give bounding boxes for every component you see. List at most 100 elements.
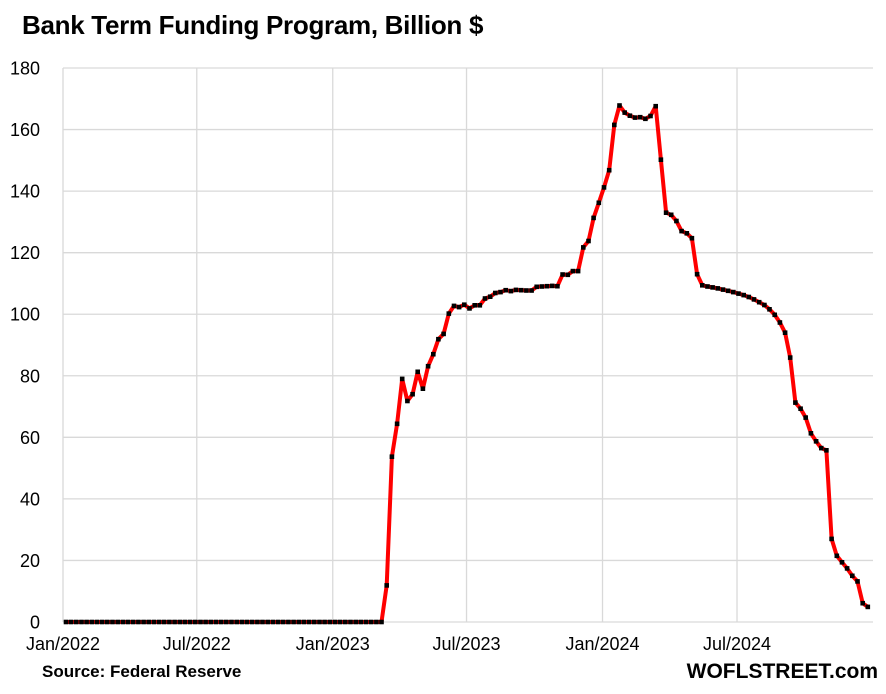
data-point-marker [756,299,762,305]
data-point-marker [601,185,607,190]
data-point-marker [591,215,596,221]
data-point-marker [156,619,162,625]
data-point-marker [296,619,302,625]
data-point-marker [824,448,829,453]
data-point-marker [249,619,255,625]
data-point-marker [467,306,472,311]
data-point-marker [327,619,333,625]
data-point-marker [379,619,384,625]
watermark: WOFLSTREET.com [686,660,878,683]
data-point-marker [689,235,695,241]
data-point-marker [425,363,431,369]
data-point-marker [772,312,777,318]
data-point-marker [332,619,338,625]
data-point-marker [79,619,84,625]
data-point-marker [539,284,545,289]
data-point-marker [663,210,669,215]
data-point-marker [762,302,767,308]
data-point-marker [720,287,726,292]
data-point-marker [94,619,100,625]
data-point-marker [353,619,358,625]
data-point-marker [472,303,477,308]
x-tick-label: Jul/2024 [703,634,771,654]
data-point-marker [99,619,105,625]
x-tick-label: Jan/2024 [565,634,639,654]
data-point-marker [503,287,508,293]
data-point-marker [700,283,705,288]
data-point-marker [203,619,208,625]
data-point-marker [136,619,141,625]
data-point-marker [746,294,752,300]
data-point-marker [529,288,534,293]
data-point-marker [193,619,198,625]
data-point-marker [513,287,519,293]
data-point-marker [343,619,348,625]
data-point-marker [374,619,379,625]
data-point-marker [694,271,700,277]
data-point-marker [612,122,617,128]
data-point-marker [84,619,89,625]
data-point-marker [130,619,136,625]
data-point-marker [436,336,441,342]
data-point-marker [829,536,834,542]
data-point-marker [710,285,715,290]
data-point-marker [632,115,638,120]
data-point-marker [524,288,529,293]
data-point-marker [456,304,462,310]
data-point-marker [198,619,203,625]
data-point-marker [405,398,410,404]
data-point-marker [399,376,405,382]
data-point-marker [270,619,276,625]
data-point-marker [363,619,369,625]
data-point-marker [89,619,95,625]
data-point-marker [658,157,664,162]
x-tick-label: Jul/2022 [163,634,231,654]
data-point-marker [850,573,855,579]
x-tick-label: Jan/2023 [296,634,370,654]
data-point-marker [280,619,286,625]
data-point-marker [534,284,539,290]
y-tick-label: 120 [10,243,40,263]
data-point-marker [317,619,322,625]
x-tick-label: Jul/2023 [432,634,500,654]
data-point-marker [415,369,420,375]
data-point-marker [637,114,643,120]
data-point-marker [286,619,291,625]
data-point-marker [410,391,415,397]
data-point-marker [617,103,622,108]
y-tick-label: 160 [10,120,40,140]
data-point-marker [63,619,69,625]
data-point-marker [570,268,576,274]
data-point-marker [213,619,219,625]
data-point-marker [808,431,814,436]
y-tick-label: 40 [20,489,40,509]
data-point-marker [736,291,741,296]
data-point-marker [141,619,146,625]
data-point-marker [839,560,845,565]
data-point-marker [834,553,840,559]
data-point-marker [394,421,400,427]
data-point-marker [782,330,788,335]
data-point-marker [668,212,674,218]
data-point-marker [586,238,591,244]
data-point-marker [306,619,312,625]
data-point-marker [125,619,131,625]
data-point-marker [575,268,581,274]
x-tick-label: Jan/2022 [26,634,100,654]
data-point-marker [384,583,389,588]
data-point-marker [819,445,824,451]
data-point-marker [606,167,612,173]
y-tick-label: 140 [10,182,40,202]
y-tick-label: 180 [10,59,40,79]
data-point-marker [684,231,690,236]
data-point-marker [622,110,627,115]
data-point-marker [844,566,850,571]
data-point-marker [560,272,565,277]
data-point-marker [498,289,503,295]
data-point-marker [239,619,245,625]
data-point-marker [234,619,239,625]
data-point-marker [291,619,296,625]
data-point-marker [477,303,483,308]
data-point-marker [301,619,307,625]
data-point-marker [146,619,151,625]
